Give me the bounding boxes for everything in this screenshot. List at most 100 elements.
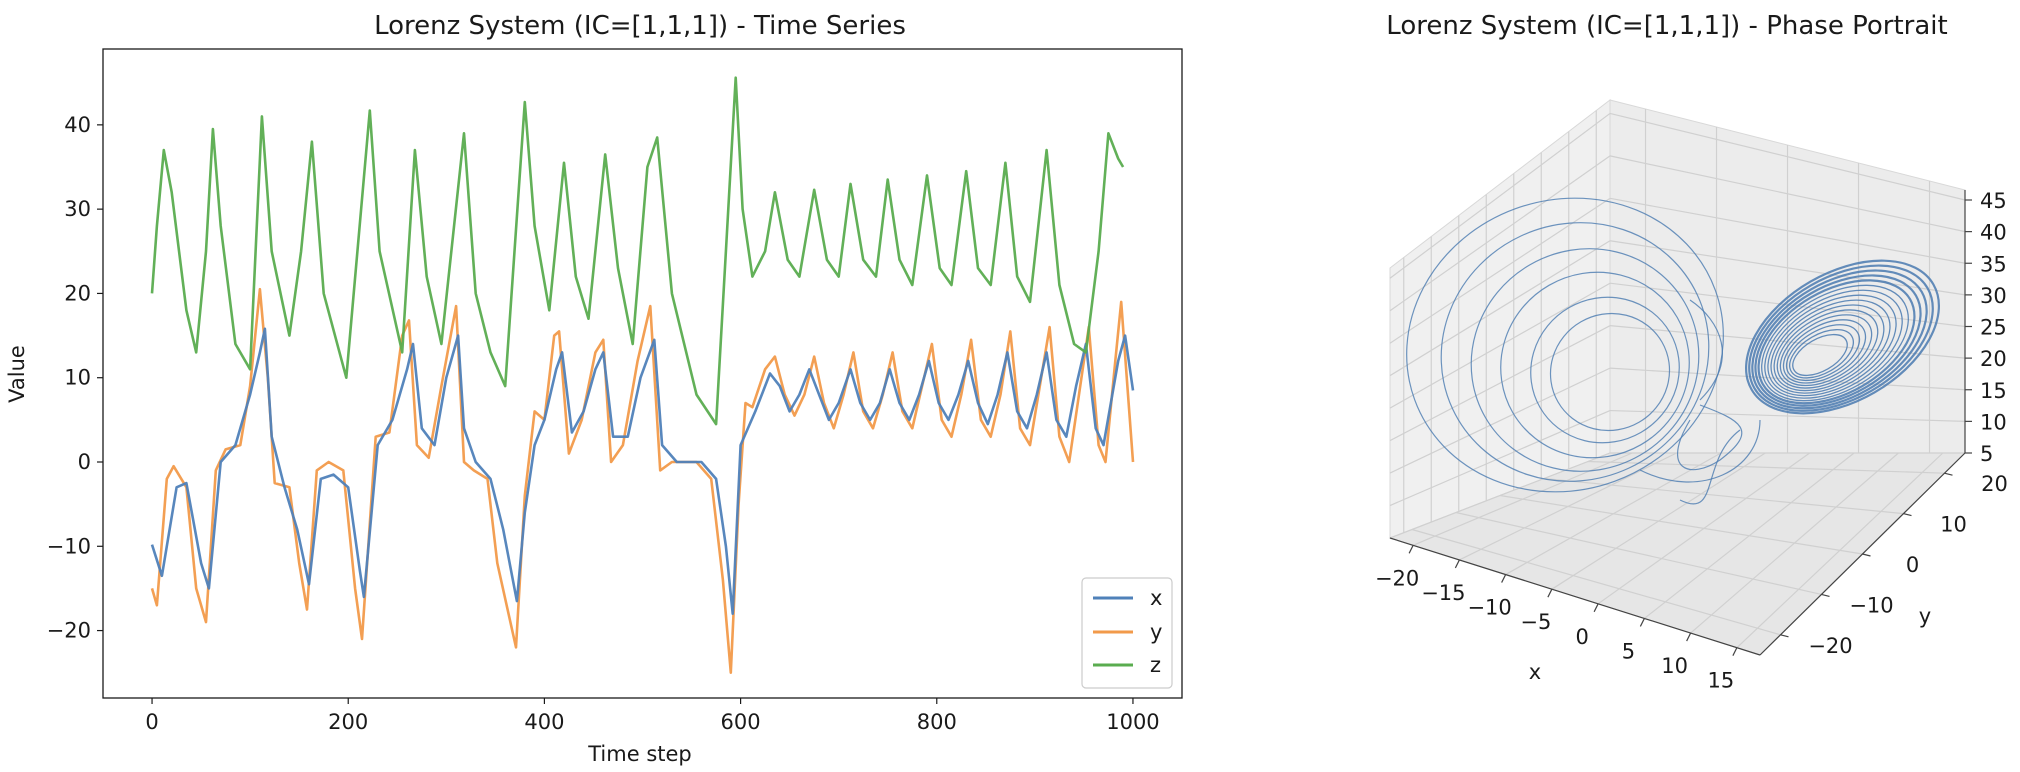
x-tick-mark (1408, 545, 1414, 554)
y-tick-label: 40 (64, 113, 91, 137)
trajectory-loop (1440, 222, 1710, 482)
series-line-z (150, 76, 1125, 426)
legend-x-label: x (1150, 586, 1162, 610)
x-tick-mark (1686, 632, 1692, 642)
phase-y-axis-label: y (1919, 604, 1931, 628)
x-tick-label: 1000 (1106, 710, 1159, 734)
y-tick-label: 10 (1940, 513, 1967, 537)
y-tick-label: 0 (78, 450, 91, 474)
wall-grid-line (1389, 325, 1611, 442)
z-tick-label: 25 (1980, 316, 2007, 340)
y-tick-label: 10 (64, 366, 91, 390)
trajectory-loop (1767, 294, 1897, 397)
time-series-lines (150, 76, 1135, 674)
x-tick-label: 400 (524, 710, 564, 734)
trajectory-loop (1785, 324, 1861, 382)
phase-portrait-title: Lorenz System (IC=[1,1,1]) - Phase Portr… (1386, 11, 1947, 41)
y-tick-label: −10 (47, 534, 91, 558)
phase-x-ticks: −20−15−10 −5 0 5 10 15 (1375, 545, 1738, 693)
x-tick-mark (1732, 647, 1738, 656)
series-line-x (150, 327, 1135, 615)
floor-grid-line (1411, 528, 1781, 636)
x-tick-label: 0 (1575, 625, 1588, 649)
wall-grid-line (1609, 155, 1966, 233)
trajectory-strand (1639, 419, 1761, 483)
wall-grid-line (1389, 410, 1611, 507)
y-tick-label: −20 (1808, 634, 1852, 658)
trajectory-loop (1764, 289, 1903, 399)
trajectory-loop (1530, 296, 1680, 444)
legend-y-label: y (1150, 620, 1162, 644)
time-series-chart: Lorenz System (IC=[1,1,1]) - Time Series… (5, 11, 1183, 766)
x-tick-label: −5 (1520, 610, 1551, 634)
phase-z-ticks: 5 10 15 20 25 30 35 40 45 (1965, 189, 2007, 466)
trajectory-loop (1792, 333, 1848, 377)
floor-grid-line (1455, 511, 1822, 595)
x-tick-label: 10 (1661, 654, 1688, 678)
trajectory-loop (1470, 248, 1700, 472)
y-tick-label: 30 (64, 197, 91, 221)
wall-grid-line (1389, 240, 1611, 377)
time-series-y-axis-label: Value (5, 345, 29, 403)
z-tick-label: 15 (1980, 379, 2007, 403)
time-series-y-ticks: −20 −10 0 10 20 30 40 (47, 113, 103, 643)
wall-grid-line (1609, 197, 1966, 264)
trajectory-loop (1751, 269, 1928, 410)
x-tick-mark (1501, 574, 1507, 583)
y-tick-mark (1821, 593, 1830, 597)
trajectory-loop (1745, 259, 1940, 415)
phase-y-ticks: −20 −10 0 10 20 (1780, 472, 2008, 658)
x-tick-label: 200 (328, 710, 368, 734)
wall-grid-line (1389, 155, 1611, 312)
phase-x-axis-label: x (1529, 660, 1541, 684)
trajectory-loop (1770, 299, 1891, 394)
legend-z-label: z (1150, 653, 1161, 677)
trajectory-loop (1761, 284, 1909, 402)
trajectory-loop (1500, 271, 1690, 459)
x-tick-label: 0 (145, 710, 158, 734)
legend: x y z (1081, 577, 1173, 689)
trajectory-strand (1689, 299, 1723, 401)
trajectory-loop (1754, 274, 1922, 407)
y-tick-mark (1862, 553, 1871, 557)
floor-grid-line (1499, 494, 1863, 555)
time-series-x-axis-label: Time step (587, 742, 692, 766)
y-tick-label: 20 (64, 281, 91, 305)
trajectory-loop (1549, 312, 1671, 432)
trajectory-loop (1406, 197, 1724, 493)
wall-grid-line (1609, 409, 1966, 422)
wall-grid-line (1609, 112, 1966, 201)
z-tick-label: 30 (1980, 284, 2007, 308)
x-tick-label: 800 (917, 710, 957, 734)
x-axis-line (1389, 537, 1761, 656)
z-tick-label: 10 (1980, 410, 2007, 434)
trajectory-loop (1789, 329, 1854, 379)
trajectory-loop (1773, 304, 1885, 392)
wall-grid-line (1389, 452, 1611, 539)
time-series-x-ticks: 0 200 400 600 800 1000 (145, 698, 1160, 734)
y-tick-label: 20 (1981, 472, 2008, 496)
x-tick-label: 600 (721, 710, 761, 734)
phase-portrait-chart: Lorenz System (IC=[1,1,1]) - Phase Portr… (1375, 11, 2008, 693)
x-tick-label: −10 (1467, 596, 1511, 620)
z-tick-label: 35 (1980, 252, 2007, 276)
z-tick-label: 5 (1980, 442, 1993, 466)
time-series-title: Lorenz System (IC=[1,1,1]) - Time Series (374, 11, 906, 41)
x-tick-mark (1639, 618, 1645, 627)
z-tick-label: 20 (1980, 347, 2007, 371)
wall-grid-line (1389, 112, 1611, 279)
x-tick-label: −15 (1421, 581, 1465, 605)
x-tick-mark (1547, 588, 1553, 598)
phase-portrait-trajectory (1406, 197, 1940, 505)
trajectory-strand (1677, 404, 1743, 471)
x-tick-label: 5 (1622, 639, 1635, 663)
trajectory-loop (1757, 279, 1916, 405)
trajectory-loop (1776, 309, 1879, 389)
y-tick-label: −10 (1849, 593, 1893, 617)
y-tick-mark (1944, 472, 1953, 476)
x-tick-label: −20 (1375, 566, 1419, 590)
x-tick-mark (1454, 559, 1460, 569)
time-series-plot-frame (102, 48, 1183, 699)
y-tick-mark (1903, 513, 1912, 517)
